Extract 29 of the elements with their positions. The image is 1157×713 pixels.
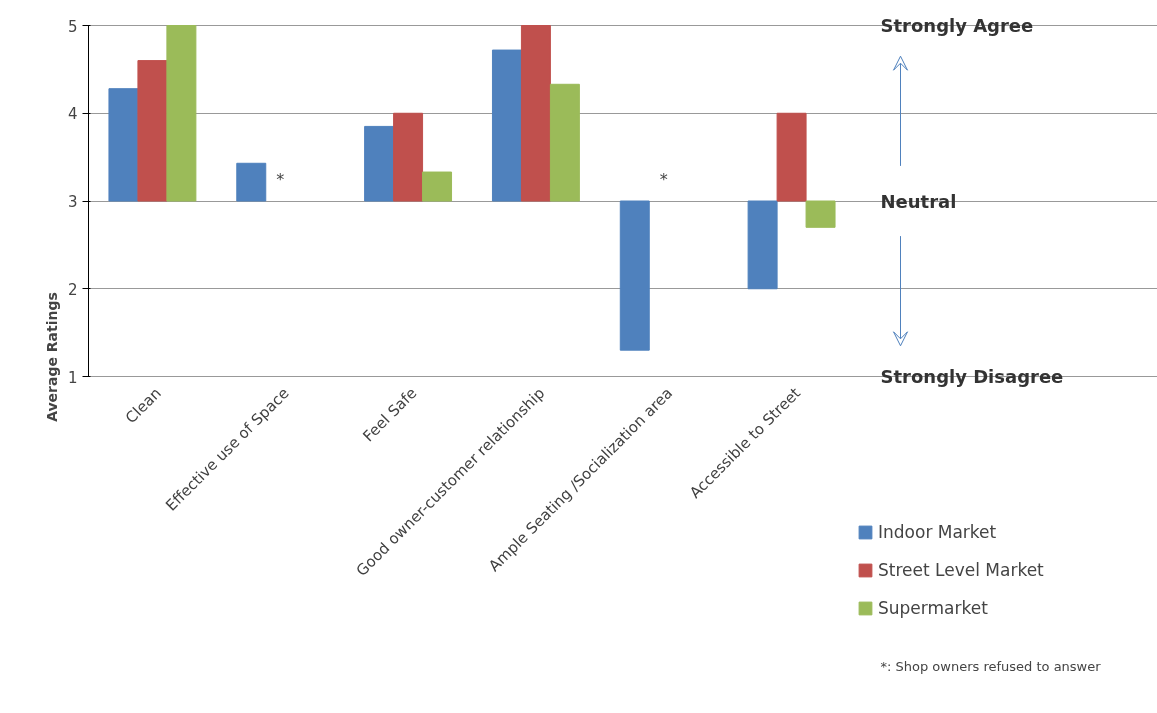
text: Neutral bbox=[880, 190, 957, 212]
y-tick-label: 4 bbox=[67, 105, 78, 124]
bar bbox=[422, 171, 453, 202]
y-tick-label: 3 bbox=[67, 193, 78, 211]
bar bbox=[747, 200, 778, 290]
y-tick-label: 2 bbox=[67, 280, 78, 299]
bar bbox=[108, 88, 139, 202]
bar bbox=[776, 112, 807, 202]
legend-label: Street Level Market bbox=[878, 560, 1044, 580]
bar bbox=[549, 83, 580, 202]
bar bbox=[491, 49, 522, 202]
text: *: Shop owners refused to answer bbox=[880, 658, 1102, 674]
y-tick-label: 1 bbox=[67, 368, 78, 387]
bar bbox=[166, 25, 197, 202]
bar bbox=[520, 25, 551, 202]
bar bbox=[364, 125, 395, 202]
y-axis-title: Average Ratings bbox=[43, 292, 60, 422]
bar bbox=[236, 162, 267, 202]
text: Strongly Agree bbox=[880, 15, 1034, 36]
bar bbox=[619, 200, 650, 351]
legend-label: Supermarket bbox=[878, 598, 988, 618]
y-tick-label: 5 bbox=[67, 17, 78, 36]
annotation: * bbox=[659, 169, 668, 189]
bar bbox=[393, 112, 424, 202]
bar bbox=[137, 60, 168, 202]
text: Strongly Disagree bbox=[880, 366, 1064, 387]
annotation: * bbox=[276, 169, 285, 189]
legend-label: Indoor Market bbox=[878, 522, 997, 542]
bar bbox=[805, 200, 836, 228]
